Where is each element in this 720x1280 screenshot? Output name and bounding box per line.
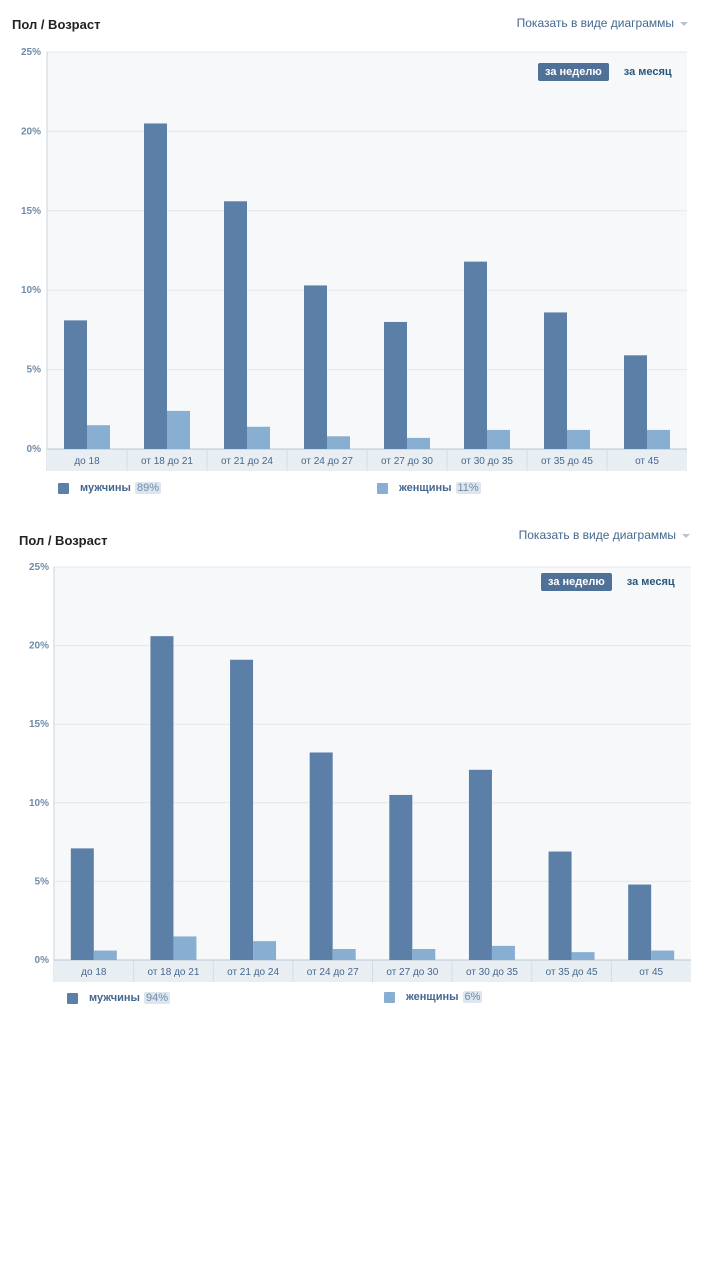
x-tick-label: от 30 до 35: [466, 967, 518, 978]
period-month-button[interactable]: за месяц: [623, 66, 672, 78]
bar-men: [548, 851, 572, 960]
bar-men: [224, 201, 247, 449]
legend-men[interactable]: мужчины 94%: [67, 992, 170, 1004]
legend-swatch-men: [58, 482, 69, 494]
legend-women-label: женщины: [406, 991, 459, 1003]
age-gender-panel-week-2: Пол / Возраст Показать в виде диаграммы …: [0, 520, 720, 1010]
y-tick-label: 5%: [35, 876, 50, 887]
bar-women: [567, 429, 590, 449]
x-tick-label: от 21 до 24: [221, 456, 273, 467]
show-as-diagram-label: Показать в виде диаграммы: [518, 528, 676, 542]
plot-area: [54, 567, 691, 960]
bar-women: [407, 437, 430, 449]
x-tick-label: от 18 до 21: [147, 967, 199, 978]
x-tick-label: от 45: [639, 967, 663, 978]
legend-swatch-men: [67, 992, 78, 1004]
legend-women-share: 6%: [462, 991, 483, 1003]
bar-men: [309, 752, 333, 960]
x-tick-label: от 24 до 27: [301, 456, 353, 467]
bar-men: [468, 769, 492, 960]
bar-women: [93, 950, 117, 960]
legend-women[interactable]: женщины 11%: [377, 482, 481, 494]
y-tick-label: 15%: [21, 206, 41, 217]
legend-men-share: 89%: [134, 482, 161, 494]
plot-area: [47, 52, 687, 449]
y-tick-label: 0%: [27, 444, 42, 455]
bar-men: [150, 636, 174, 960]
x-tick-label: от 35 до 45: [546, 967, 598, 978]
bar-men: [384, 321, 407, 449]
x-tick-label: от 35 до 45: [541, 456, 593, 467]
legend-swatch-women: [377, 482, 388, 494]
bar-men: [389, 794, 413, 960]
legend-men-share: 94%: [143, 992, 170, 1004]
bar-women: [247, 426, 270, 449]
show-as-diagram-label: Показать в виде диаграммы: [516, 16, 674, 30]
bar-women: [87, 425, 110, 449]
x-tick-label: от 27 до 30: [381, 456, 433, 467]
bar-men: [70, 848, 94, 960]
y-tick-label: 10%: [29, 798, 49, 809]
x-tick-label: до 18: [81, 967, 107, 978]
show-as-diagram-link[interactable]: Показать в виде диаграммы: [519, 528, 690, 542]
bar-men: [544, 312, 567, 449]
bar-women: [167, 410, 190, 449]
legend-men-label: мужчины: [80, 482, 131, 494]
y-tick-label: 5%: [27, 365, 42, 376]
chevron-down-icon: [682, 533, 690, 538]
y-tick-label: 20%: [29, 641, 49, 652]
bar-men: [628, 884, 652, 960]
bar-men: [64, 320, 87, 449]
legend-women-label: женщины: [399, 482, 452, 494]
y-tick-label: 25%: [21, 47, 41, 58]
bar-men: [624, 355, 647, 449]
x-tick-label: до 18: [74, 456, 100, 467]
age-gender-panel-week-1: Пол / Возраст Показать в виде диаграммы …: [0, 0, 720, 505]
bar-men: [304, 285, 327, 449]
bar-men: [144, 123, 167, 450]
bar-women: [332, 948, 356, 960]
x-tick-label: от 27 до 30: [386, 967, 438, 978]
bar-chart: 0% 5% 10% 15% 20% 25% до 18 от 18 до 21 от 21 до…: [29, 562, 691, 982]
show-as-diagram-link[interactable]: Показать в виде диаграммы: [517, 16, 688, 30]
bar-women: [412, 948, 436, 960]
bar-women: [173, 936, 197, 960]
x-tick-label: от 45: [635, 456, 659, 467]
bar-women: [651, 950, 675, 960]
legend-men-label: мужчины: [89, 992, 140, 1004]
bar-men: [230, 659, 254, 960]
x-tick-label: от 21 до 24: [227, 967, 279, 978]
legend-women-share: 11%: [455, 482, 481, 494]
x-tick-label: от 18 до 21: [141, 456, 193, 467]
bar-women: [491, 945, 515, 960]
legend-swatch-women: [384, 991, 395, 1003]
x-tick-label: от 24 до 27: [307, 967, 359, 978]
bar-men: [464, 261, 487, 449]
y-tick-label: 0%: [35, 955, 50, 966]
bar-women: [487, 429, 510, 449]
legend-men[interactable]: мужчины 89%: [58, 482, 161, 494]
x-tick-label: от 30 до 35: [461, 456, 513, 467]
period-month-button[interactable]: за месяц: [626, 576, 675, 588]
bar-women: [327, 436, 350, 449]
period-toggle: за неделю за месяц: [538, 63, 679, 81]
period-week-button[interactable]: за неделю: [538, 63, 609, 81]
legend-women[interactable]: женщины 6%: [384, 991, 483, 1003]
bar-chart: 0% 5% 10% 15% 20% 25% до 18 от 18 до 21 от 21 до…: [21, 47, 687, 471]
y-tick-label: 15%: [29, 719, 49, 730]
chart-title: Пол / Возраст: [12, 17, 101, 32]
y-tick-label: 25%: [29, 562, 49, 573]
chevron-down-icon: [680, 21, 688, 26]
bar-women: [647, 429, 670, 449]
period-toggle: за неделю за месяц: [541, 573, 682, 591]
chart-title: Пол / Возраст: [19, 533, 108, 548]
period-week-button[interactable]: за неделю: [541, 573, 612, 591]
y-tick-label: 10%: [21, 285, 41, 296]
bar-women: [571, 952, 595, 960]
y-tick-label: 20%: [21, 126, 41, 137]
bar-women: [253, 941, 277, 960]
